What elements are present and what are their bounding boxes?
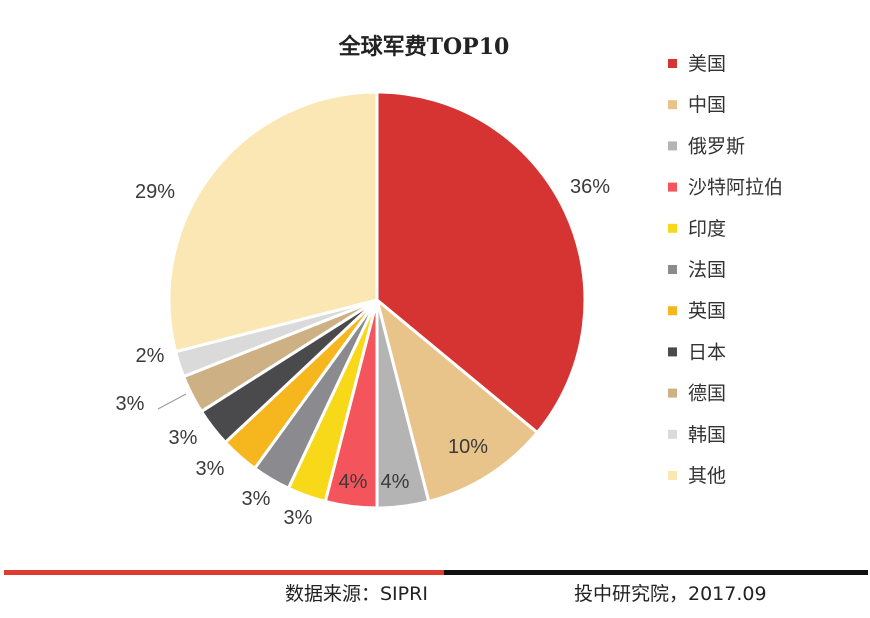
slice-data-label: 36% — [570, 176, 610, 198]
legend-swatch — [668, 141, 677, 151]
legend-label: 印度 — [688, 218, 726, 240]
footer-source: 数据来源：SIPRI — [285, 583, 428, 605]
legend-swatch — [668, 429, 677, 439]
legend-swatch — [668, 265, 677, 274]
leader-line-3pct — [157, 393, 187, 410]
pie-slice — [375, 90, 587, 435]
legend-swatch — [668, 388, 677, 398]
slice-data-label: 3% — [116, 393, 145, 415]
slice-data-label: 2% — [136, 345, 165, 367]
legend-swatch — [668, 100, 677, 110]
slice-data-label: 29% — [135, 181, 175, 203]
legend-swatch — [668, 182, 677, 192]
legend-label: 沙特阿拉伯 — [688, 177, 783, 199]
slice-data-label: 4% — [339, 471, 368, 493]
slice-data-label: 3% — [284, 507, 313, 529]
legend-swatch — [668, 347, 677, 357]
legend-label: 英国 — [688, 300, 726, 322]
footer-bar-red — [4, 570, 444, 575]
legend-label: 俄罗斯 — [688, 135, 745, 157]
legend-label: 法国 — [688, 259, 726, 281]
pie-slices — [167, 90, 587, 510]
pie-slice — [167, 90, 379, 354]
legend-swatch — [668, 59, 677, 68]
footer-bar-black — [444, 570, 868, 575]
legend-swatch — [668, 223, 677, 233]
slice-data-label: 3% — [169, 427, 198, 449]
legend-label: 其他 — [688, 465, 726, 487]
chart-title: 全球军费TOP10 — [338, 34, 510, 60]
slice-data-label: 4% — [381, 471, 410, 493]
legend-label: 德国 — [688, 383, 726, 405]
slice-data-label: 10% — [448, 436, 488, 458]
slice-data-label: 3% — [196, 458, 225, 480]
slice-labels: 36% 10% 4% 4% 3% 3% 3% 3% 3% 2% 29% — [116, 176, 611, 529]
legend-swatch — [668, 306, 677, 316]
footer-credit: 投中研究院，2017.09 — [574, 583, 767, 605]
legend-label: 日本 — [688, 341, 726, 363]
legend-label: 美国 — [688, 53, 726, 75]
legend-label: 韩国 — [688, 424, 726, 446]
legend-label: 中国 — [688, 94, 726, 116]
slice-data-label: 3% — [242, 488, 271, 510]
legend-swatch — [668, 471, 677, 480]
